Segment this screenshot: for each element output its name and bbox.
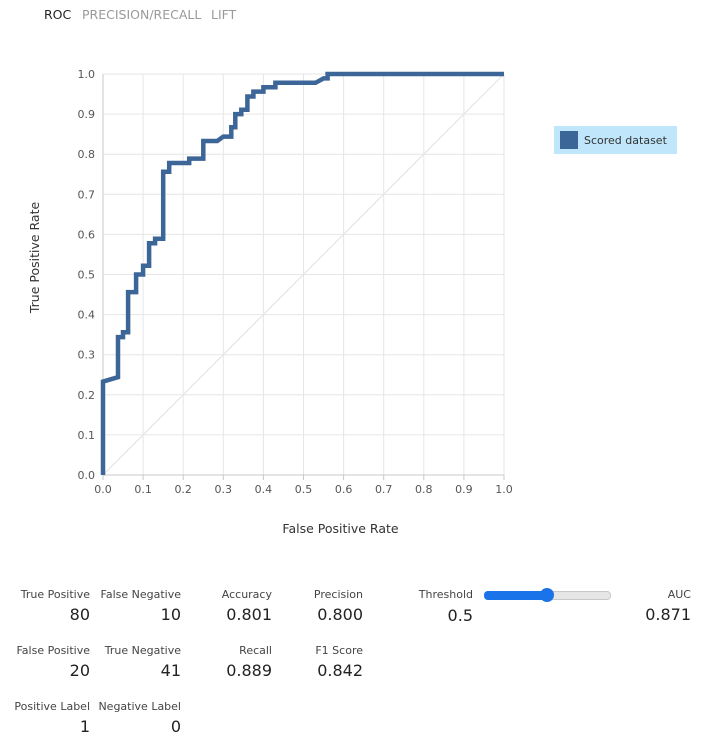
y-tick-label: 0.9 <box>78 108 96 121</box>
metric-precision: Precision 0.800 <box>292 588 363 624</box>
metric-label: Accuracy <box>221 588 272 601</box>
metric-false-positive: False Positive 20 <box>10 644 90 680</box>
metric-value: 20 <box>69 661 90 680</box>
tab-precision-recall[interactable]: PRECISION/RECALL <box>82 7 202 22</box>
legend-swatch <box>560 131 578 149</box>
metric-label: Positive Label <box>14 700 90 713</box>
y-tick-label: 0.3 <box>78 349 96 362</box>
roc-series-line <box>100 71 504 475</box>
y-tick-label: 1.0 <box>78 68 96 81</box>
slider-thumb[interactable] <box>539 588 554 602</box>
x-tick-label: 0.0 <box>94 483 112 496</box>
metric-label: False Negative <box>100 588 181 601</box>
x-tick-label: 0.7 <box>375 483 393 496</box>
metric-value: 0.801 <box>226 605 272 624</box>
legend-label: Scored dataset <box>584 133 667 147</box>
x-tick-label: 0.6 <box>335 483 353 496</box>
metric-value: 1 <box>79 717 90 736</box>
x-tick-label: 0.5 <box>295 483 313 496</box>
metric-true-negative: True Negative 41 <box>96 644 181 680</box>
metric-label: AUC <box>667 588 691 601</box>
y-tick-label: 0.2 <box>78 389 96 402</box>
metric-value: 0.889 <box>226 661 272 680</box>
metric-negative-label: Negative Label 0 <box>96 700 181 736</box>
y-tick-label: 0.0 <box>78 469 96 482</box>
metric-accuracy: Accuracy 0.801 <box>201 588 272 624</box>
metric-value: 10 <box>160 605 181 624</box>
x-tick-label: 0.2 <box>174 483 192 496</box>
metric-f1-score: F1 Score 0.842 <box>292 644 363 680</box>
x-tick-label: 0.3 <box>215 483 233 496</box>
metric-false-negative: False Negative 10 <box>96 588 181 624</box>
metric-label: Precision <box>313 588 363 601</box>
legend: Scored dataset <box>554 126 677 154</box>
x-tick-label: 0.9 <box>455 483 473 496</box>
threshold-label: Threshold <box>418 588 473 601</box>
metric-label: F1 Score <box>315 644 363 657</box>
metric-value: 0 <box>170 717 181 736</box>
slider-fill <box>484 591 547 600</box>
y-axis-title: True Positive Rate <box>27 202 42 315</box>
diagonal-reference-line <box>102 73 505 476</box>
metric-auc: AUC 0.871 <box>620 588 691 624</box>
y-tick-label: 0.6 <box>78 228 96 241</box>
x-axis-title: False Positive Rate <box>282 521 398 536</box>
metric-value: 80 <box>69 605 90 624</box>
metric-label: Recall <box>239 644 272 657</box>
y-tick-label: 0.1 <box>78 429 96 442</box>
y-tick-label: 0.5 <box>78 269 96 282</box>
tab-lift[interactable]: LIFT <box>211 7 237 22</box>
threshold-value: 0.5 <box>447 606 473 625</box>
x-tick-label: 1.0 <box>495 483 513 496</box>
metric-value: 0.871 <box>645 605 691 624</box>
metric-label: True Positive <box>20 588 90 601</box>
metric-value: 41 <box>160 661 181 680</box>
y-tick-label: 0.8 <box>78 148 96 161</box>
x-tick-label: 0.4 <box>255 483 273 496</box>
metric-label: Negative Label <box>98 700 181 713</box>
x-tick-label: 0.8 <box>415 483 433 496</box>
metric-true-positive: True Positive 80 <box>10 588 90 624</box>
metric-positive-label: Positive Label 1 <box>4 700 90 736</box>
y-tick-label: 0.7 <box>78 188 96 201</box>
threshold-slider[interactable] <box>484 588 611 602</box>
metric-value: 0.800 <box>317 605 363 624</box>
y-tick-label: 0.4 <box>78 309 96 322</box>
metric-label: False Positive <box>16 644 90 657</box>
roc-chart: 0.0 0.1 0.2 0.3 0.4 0.5 0.6 0.7 0.8 0.9 1.0 0.0 0.1 0… <box>27 68 513 536</box>
metric-recall: Recall 0.889 <box>201 644 272 680</box>
metric-value: 0.842 <box>317 661 363 680</box>
x-tick-label: 0.1 <box>134 483 152 496</box>
metric-label: True Negative <box>104 644 181 657</box>
tab-roc[interactable]: ROC <box>44 7 72 22</box>
